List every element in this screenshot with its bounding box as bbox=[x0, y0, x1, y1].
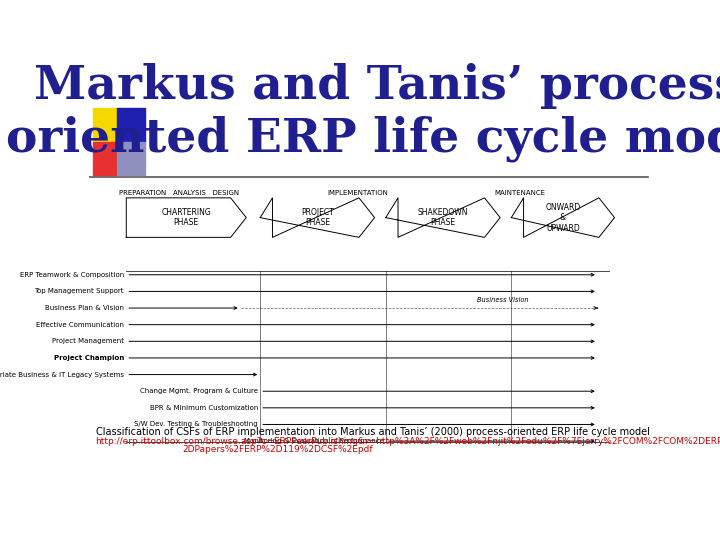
Text: Effective Communication: Effective Communication bbox=[36, 322, 124, 328]
Text: ONWARD
&
UPWARD: ONWARD & UPWARD bbox=[545, 202, 580, 233]
Text: Classification of CSFs of ERP implementation into Markus and Tanis’ (2000) proce: Classification of CSFs of ERP implementa… bbox=[96, 427, 649, 436]
Text: Project Management: Project Management bbox=[52, 338, 124, 345]
Text: S/W Dev. Testing & Troubleshooting: S/W Dev. Testing & Troubleshooting bbox=[135, 421, 258, 428]
Text: Monitoring & Evaluation of Performance: Monitoring & Evaluation of Performance bbox=[243, 438, 384, 444]
Text: Top Management Support: Top Management Support bbox=[35, 288, 124, 294]
Text: Business Vision: Business Vision bbox=[477, 296, 528, 302]
Text: MAINTENANCE: MAINTENANCE bbox=[494, 190, 545, 196]
Bar bbox=[117, 141, 145, 175]
Text: SHAKEDOWN
PHASE: SHAKEDOWN PHASE bbox=[418, 208, 468, 227]
Text: Project Champion: Project Champion bbox=[54, 355, 124, 361]
Text: Appropriate Business & IT Legacy Systems: Appropriate Business & IT Legacy Systems bbox=[0, 372, 124, 377]
Bar bbox=[93, 109, 121, 141]
Bar bbox=[117, 109, 145, 141]
Text: Change Mgmt. Program & Culture: Change Mgmt. Program & Culture bbox=[140, 388, 258, 394]
Text: Business Plan & Vision: Business Plan & Vision bbox=[45, 305, 124, 311]
Bar bbox=[93, 141, 121, 175]
Text: http://erp.ittoolbox.com/browse.asp?c=ERPPeerPublishing&r=http%3A%2F%2Fweb%2Fnji: http://erp.ittoolbox.com/browse.asp?c=ER… bbox=[96, 437, 720, 445]
Text: 2DPapers%2FERP%2D119%2DCSF%2Epdf: 2DPapers%2FERP%2D119%2DCSF%2Epdf bbox=[182, 445, 373, 454]
Text: PROJECT
PHASE: PROJECT PHASE bbox=[301, 208, 334, 227]
Text: IMPLEMENTATION: IMPLEMENTATION bbox=[328, 190, 388, 196]
Text: ERP Teamwork & Composition: ERP Teamwork & Composition bbox=[19, 272, 124, 278]
Text: BPR & Minimum Customization: BPR & Minimum Customization bbox=[150, 405, 258, 411]
Text: PREPARATION   ANALYSIS   DESIGN: PREPARATION ANALYSIS DESIGN bbox=[120, 190, 239, 196]
Text: CHARTERING
PHASE: CHARTERING PHASE bbox=[161, 208, 211, 227]
Text: Markus and Tanis’ process-
oriented ERP life cycle model: Markus and Tanis’ process- oriented ERP … bbox=[6, 63, 720, 163]
